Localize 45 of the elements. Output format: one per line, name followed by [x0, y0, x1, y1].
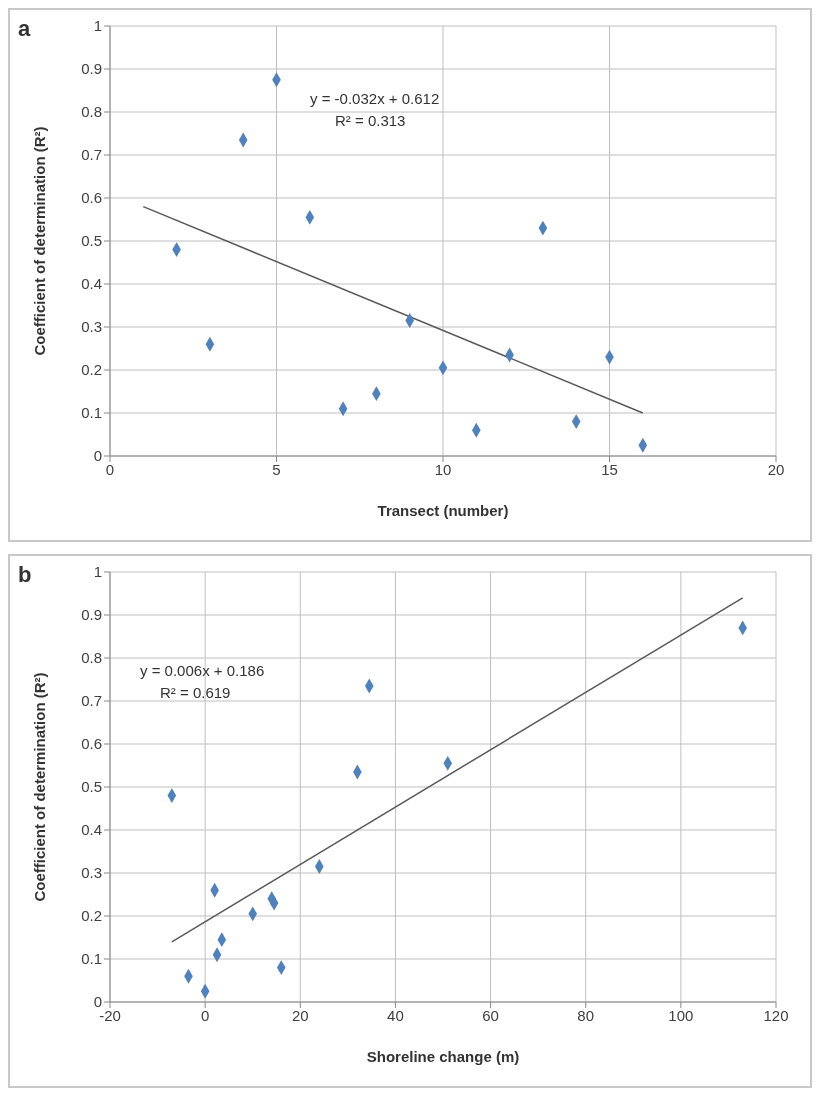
x-tick-label: 80	[577, 1006, 595, 1024]
y-tick-label: 0.4	[81, 275, 102, 293]
y-tick-label: 0.3	[81, 318, 102, 336]
y-tick-label: 0.6	[81, 189, 102, 207]
annotation: y = -0.032x + 0.612	[310, 90, 440, 107]
annotation: R² = 0.313	[335, 112, 406, 129]
y-axis-title: Coefficient of determination (R²)	[31, 126, 49, 356]
y-tick-label: 0.9	[81, 606, 102, 624]
y-tick-label: 1	[93, 563, 102, 581]
y-tick-label: 0.7	[81, 692, 102, 710]
y-tick-label: 0.5	[81, 778, 102, 796]
y-tick-label: 0	[93, 993, 102, 1011]
x-tick-label: 5	[272, 460, 281, 478]
x-tick-label: 20	[767, 460, 785, 478]
y-tick-label: 0.7	[81, 146, 102, 164]
text: a	[18, 16, 31, 42]
annotation: y = 0.006x + 0.186	[140, 662, 265, 679]
y-tick-label: 0.6	[81, 735, 102, 753]
y-tick-label: 0.2	[81, 361, 102, 379]
y-tick-label: 0.5	[81, 232, 102, 250]
x-axis-title: Transect (number)	[377, 502, 509, 519]
x-tick-label: -20	[99, 1006, 121, 1024]
x-tick-label: 10	[434, 460, 452, 478]
y-tick-label: 0.8	[81, 649, 102, 667]
y-tick-label: 0.9	[81, 60, 102, 78]
y-tick-label: 0.2	[81, 907, 102, 925]
x-tick-label: 40	[387, 1006, 404, 1024]
x-tick-label: 120	[763, 1006, 789, 1024]
y-tick-label: 0.1	[81, 404, 102, 422]
x-tick-label: 60	[482, 1006, 499, 1024]
y-tick-label: 0.8	[81, 103, 102, 121]
x-tick-label: 15	[601, 460, 618, 478]
y-tick-label: 0	[93, 447, 102, 465]
y-tick-label: 0.4	[81, 821, 102, 839]
x-tick-label: 0	[105, 460, 115, 478]
x-tick-label: 0	[200, 1006, 210, 1024]
y-axis-title: Coefficient of determination (R²)	[31, 672, 49, 902]
y-tick-label: 0.1	[81, 950, 102, 968]
y-tick-label: 1	[93, 17, 102, 35]
x-tick-label: 20	[291, 1006, 309, 1024]
text: b	[18, 562, 32, 588]
annotation: R² = 0.619	[160, 684, 231, 701]
x-axis-title: Shoreline change (m)	[366, 1048, 520, 1065]
y-tick-label: 0.3	[81, 864, 102, 882]
x-tick-label: 100	[668, 1006, 694, 1024]
